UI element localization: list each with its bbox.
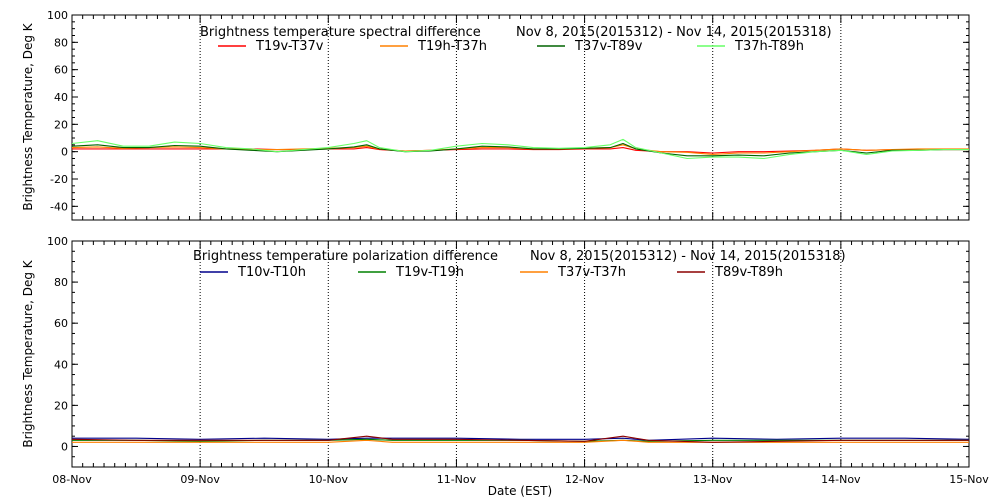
y-tick-label: 20 (54, 118, 68, 131)
x-axis-title: Date (EST) (488, 484, 552, 498)
chart-title: Brightness temperature polarization diff… (193, 249, 498, 264)
legend-label: T37v-T37h (557, 265, 626, 280)
y-tick-label: 100 (47, 9, 68, 22)
chart-title: Brightness temperature spectral differen… (200, 25, 481, 40)
x-tick-label: 13-Nov (693, 473, 733, 486)
y-tick-label: 20 (54, 399, 68, 412)
series-line (72, 439, 969, 443)
plot-frame (71, 14, 970, 221)
legend: T10v-T10h T19v-T19h T37v-T37h T89v-T89h (200, 265, 783, 280)
spectral-difference-panel: -40 -20 0 20 40 60 80 100 Brightness temperatur… (21, 9, 970, 221)
y-tick-label: 40 (54, 91, 68, 104)
x-tick-label: 09-Nov (180, 473, 220, 486)
y-tick-label: 100 (47, 235, 68, 248)
date-range: Nov 8, 2015(2015312) - Nov 14, 2015(2015… (530, 249, 846, 264)
date-range: Nov 8, 2015(2015312) - Nov 14, 2015(2015… (516, 25, 832, 40)
polarization-difference-panel: 0 20 40 60 80 100 08-Nov 09-Nov 10-Nov 11-Nov 12-… (21, 235, 989, 498)
series-line (71, 138, 969, 160)
x-tick-label: 10-Nov (309, 473, 349, 486)
y-tick-label: 0 (61, 440, 68, 453)
x-tick-label: 15-Nov (949, 473, 989, 486)
y-tick-label: 0 (61, 146, 68, 159)
plot-frame (71, 240, 970, 468)
y-tick-label: 40 (54, 358, 68, 371)
series-line (71, 435, 969, 443)
legend-label: T37h-T89h (734, 39, 804, 54)
x-tick-label: 11-Nov (437, 473, 477, 486)
y-tick-label: -40 (50, 200, 68, 213)
series-line (72, 437, 970, 441)
legend-label: T19h-T37h (417, 39, 487, 54)
legend-label: T89v-T89h (714, 265, 783, 280)
y-tick-label: -20 (50, 173, 68, 186)
x-tick-label: 14-Nov (821, 473, 861, 486)
legend-label: T37v-T89v (574, 39, 643, 54)
legend-label: T10v-T10h (237, 265, 306, 280)
y-tick-label: 80 (54, 276, 68, 289)
y-axis-title: Brightness Temperature, Deg K (21, 22, 35, 210)
x-tick-label: 08-Nov (52, 473, 92, 486)
x-tick-label: 12-Nov (565, 473, 605, 486)
y-tick-label: 80 (54, 36, 68, 49)
y-tick-label: 60 (54, 64, 68, 77)
legend-label: T19v-T37v (255, 39, 324, 54)
legend: T19v-T37v T19h-T37h T37v-T89v T37h-T89h (218, 39, 804, 54)
y-tick-label: 60 (54, 317, 68, 330)
legend-label: T19v-T19h (395, 265, 464, 280)
y-axis-title: Brightness Temperature, Deg K (21, 259, 35, 447)
